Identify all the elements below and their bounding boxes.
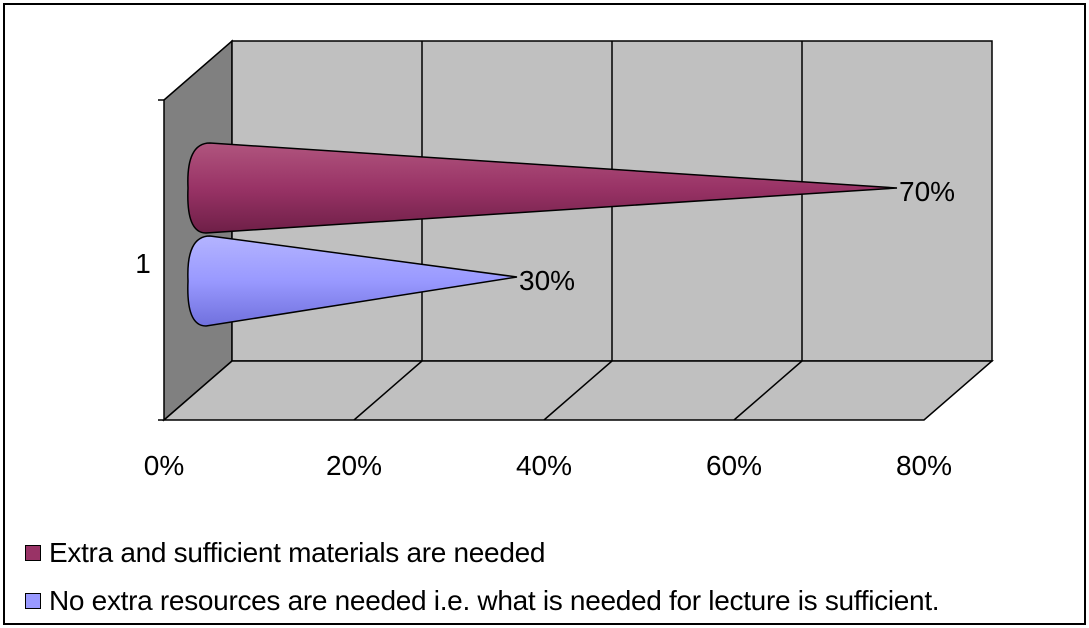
x-tick-label: 0%	[144, 450, 184, 481]
cone-no-extra-resources	[187, 235, 518, 327]
data-label: 30%	[519, 265, 575, 296]
data-label: 70%	[899, 176, 955, 207]
chart-frame: 0% 20% 40% 60% 80% 70% 30% 1 Extra and suffic…	[3, 3, 1086, 625]
legend-swatch-materials-needed	[25, 545, 41, 561]
legend-item: No extra resources are needed i.e. what …	[25, 581, 940, 621]
x-tick-label: 80%	[896, 450, 952, 481]
gridline-floor	[733, 360, 803, 421]
legend-item: Extra and sufficient materials are neede…	[25, 533, 545, 573]
legend: Extra and sufficient materials are neede…	[25, 525, 1085, 625]
legend-swatch-no-extra-resources	[25, 593, 41, 609]
cone-materials-needed	[187, 142, 898, 234]
gridline-floor	[353, 360, 423, 421]
y-tick-label: 1	[135, 248, 151, 279]
legend-label: Extra and sufficient materials are neede…	[49, 537, 546, 568]
legend-label: No extra resources are needed i.e. what …	[49, 585, 940, 616]
chart-plot: 0% 20% 40% 60% 80% 70% 30% 1	[135, 39, 995, 481]
gridline-floor	[543, 360, 613, 421]
x-tick-label: 40%	[516, 450, 572, 481]
x-tick-label: 20%	[326, 450, 382, 481]
x-tick-label: 60%	[706, 450, 762, 481]
